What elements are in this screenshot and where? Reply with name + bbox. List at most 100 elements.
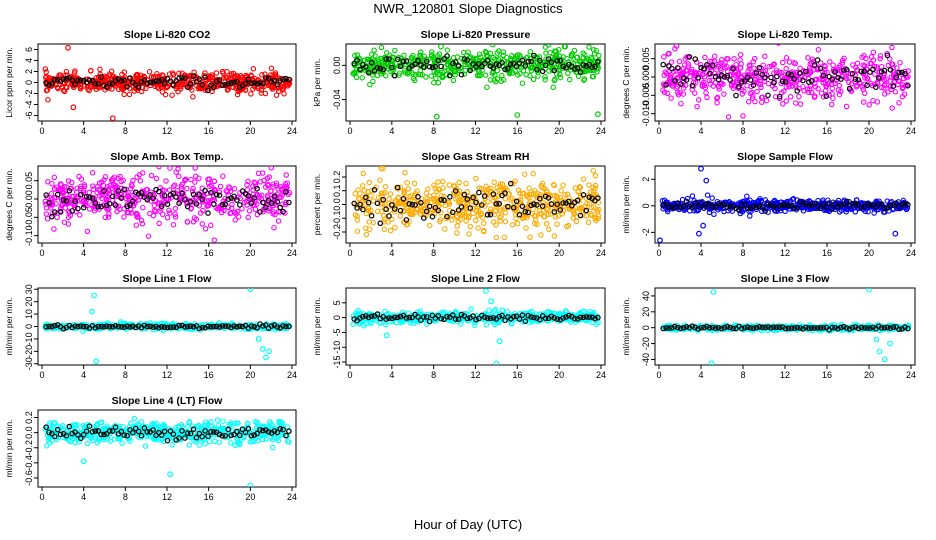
x-tick-label: 16	[512, 370, 522, 380]
data-point	[49, 196, 55, 202]
reference-point	[262, 322, 269, 328]
data-point	[500, 49, 507, 55]
x-tick-label: 24	[906, 248, 916, 258]
data-point	[81, 182, 88, 188]
reference-point	[715, 200, 722, 207]
data-point	[772, 85, 778, 92]
data-point	[747, 66, 753, 72]
reference-point	[78, 191, 84, 198]
reference-point	[389, 202, 395, 208]
reference-point	[260, 80, 266, 87]
data-point	[514, 220, 521, 227]
data-point	[378, 44, 385, 51]
data-point	[155, 84, 161, 90]
data-point	[704, 192, 711, 198]
reference-point	[557, 207, 564, 213]
x-tick-label: 0	[347, 370, 352, 380]
reference-point	[674, 200, 681, 206]
reference-point	[245, 193, 252, 199]
data-point	[431, 192, 437, 199]
data-point	[460, 49, 467, 56]
reference-point	[709, 204, 716, 210]
reference-point	[811, 200, 818, 207]
data-point	[836, 91, 843, 98]
data-point	[517, 70, 523, 77]
reference-point	[878, 201, 885, 207]
data-point	[773, 70, 780, 76]
data-point	[126, 91, 133, 98]
reference-point	[522, 208, 529, 215]
data-point	[121, 214, 127, 220]
reference-point	[444, 53, 450, 59]
reference-point	[176, 75, 182, 82]
data-point	[765, 209, 771, 215]
data-point	[91, 207, 98, 214]
reference-point	[196, 76, 203, 82]
data-point	[86, 189, 93, 196]
data-point	[881, 82, 888, 88]
data-point	[714, 94, 721, 101]
data-point	[762, 53, 768, 60]
x-tick-label: 12	[780, 248, 790, 258]
reference-point	[219, 323, 226, 329]
data-point	[361, 322, 367, 329]
reference-point	[187, 323, 194, 330]
reference-point	[216, 324, 223, 330]
reference-point	[156, 188, 162, 195]
y-tick-label: 0.0	[332, 198, 342, 211]
y-tick-label: -15	[332, 356, 342, 369]
reference-point	[391, 72, 398, 79]
reference-point	[542, 62, 549, 69]
reference-point	[147, 323, 154, 330]
data-point	[580, 176, 587, 182]
reference-point	[426, 64, 433, 70]
data-point	[446, 182, 453, 188]
data-point	[754, 199, 761, 205]
x-tick-label: 12	[162, 370, 172, 380]
data-point	[701, 73, 708, 80]
data-point	[822, 63, 828, 69]
reference-point	[127, 75, 133, 81]
reference-point	[568, 203, 575, 209]
panel-points	[350, 288, 601, 365]
reference-point	[254, 185, 260, 192]
panel-points	[351, 166, 602, 241]
x-tick-label: 24	[906, 126, 916, 136]
data-point	[475, 205, 481, 211]
data-point	[401, 67, 408, 74]
data-point	[556, 46, 562, 53]
data-point	[225, 86, 231, 93]
y-tick-label: 10	[24, 309, 34, 319]
data-point	[252, 206, 259, 213]
reference-point	[785, 71, 792, 77]
data-point	[170, 221, 177, 228]
data-point	[442, 226, 448, 232]
data-point	[43, 205, 50, 211]
data-point	[745, 98, 752, 105]
reference-point	[429, 64, 436, 71]
data-point	[822, 80, 829, 86]
reference-point	[257, 209, 263, 215]
panel-title: Slope Line 1 Flow	[123, 273, 213, 285]
data-point	[77, 185, 84, 192]
reference-point	[80, 323, 87, 330]
reference-point	[208, 323, 214, 330]
x-tick-label: 8	[123, 248, 128, 258]
data-point	[675, 92, 682, 98]
reference-point	[394, 56, 401, 63]
x-tick-label: 20	[245, 126, 255, 136]
data-point	[171, 182, 178, 188]
data-point	[704, 94, 710, 101]
reference-point	[435, 57, 442, 64]
data-point	[363, 231, 370, 238]
data-point	[512, 178, 518, 184]
x-tick-label: 4	[389, 126, 394, 136]
reference-point	[213, 78, 220, 85]
data-point	[592, 172, 599, 179]
data-point	[513, 206, 520, 212]
data-point	[80, 199, 86, 205]
reference-point	[902, 201, 908, 207]
data-point	[746, 62, 753, 68]
reference-point	[268, 200, 275, 206]
reference-point	[441, 56, 447, 62]
